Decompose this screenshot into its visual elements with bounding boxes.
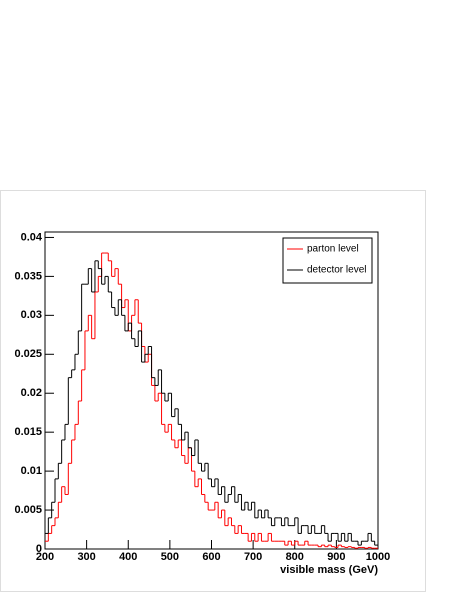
y-tick-label: 0.015 [14,426,42,438]
x-tick-label: 900 [327,551,345,563]
x-tick-label: 200 [36,551,54,563]
y-tick-label: 0.02 [21,387,42,399]
x-tick-label: 1000 [366,551,390,563]
legend-label: detector level [307,265,366,276]
x-tick-label: 300 [77,551,95,563]
legend-label: parton level [307,244,359,255]
y-tick-label: 0.035 [14,270,42,282]
y-tick-label: 0.005 [14,504,42,516]
y-tick-label: 0.01 [21,465,42,477]
x-tick-label: 400 [119,551,137,563]
x-tick-label: 800 [286,551,304,563]
x-tick-label: 600 [202,551,220,563]
y-tick-label: 0 [36,543,42,555]
legend-box [282,237,373,284]
x-axis-label: visible mass (GeV) [280,564,378,576]
x-tick-label: 500 [161,551,179,563]
x-tick-label: 700 [244,551,262,563]
y-tick-label: 0.025 [14,348,42,360]
y-tick-label: 0.04 [21,231,43,243]
legend: parton level detector level [282,237,373,284]
y-tick-label: 0.03 [21,309,42,321]
